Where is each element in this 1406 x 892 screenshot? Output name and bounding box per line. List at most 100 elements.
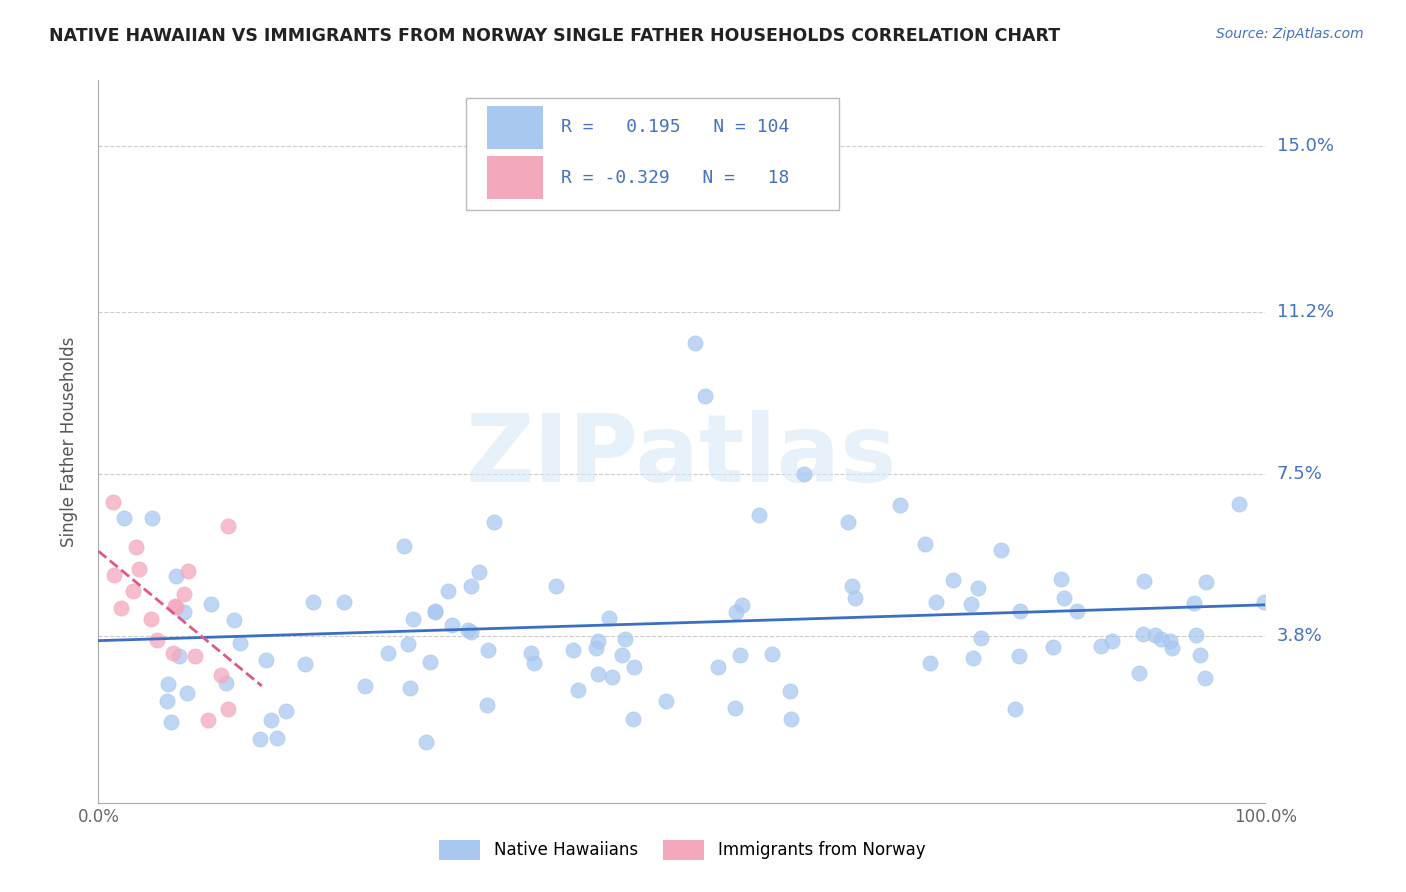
- Point: [1042, 640, 1064, 654]
- Point: [399, 681, 422, 695]
- Point: [585, 640, 607, 655]
- Point: [482, 515, 505, 529]
- Point: [146, 633, 169, 648]
- Point: [1133, 574, 1156, 588]
- Point: [165, 599, 187, 614]
- Point: [217, 519, 239, 533]
- Point: [249, 732, 271, 747]
- Point: [1194, 671, 1216, 685]
- Text: 15.0%: 15.0%: [1277, 137, 1333, 155]
- Point: [1149, 632, 1171, 647]
- Point: [156, 676, 179, 690]
- Point: [1184, 596, 1206, 610]
- Point: [110, 601, 132, 615]
- Text: ZIPatlas: ZIPatlas: [467, 410, 897, 502]
- Point: [725, 605, 748, 619]
- Point: [477, 643, 499, 657]
- Point: [156, 694, 179, 708]
- Point: [441, 618, 464, 632]
- Point: [165, 599, 187, 614]
- Point: [990, 542, 1012, 557]
- Text: Source: ZipAtlas.com: Source: ZipAtlas.com: [1216, 27, 1364, 41]
- Point: [598, 611, 620, 625]
- Point: [942, 573, 965, 587]
- Point: [162, 646, 184, 660]
- FancyBboxPatch shape: [465, 98, 839, 211]
- Point: [460, 624, 482, 639]
- Point: [1143, 628, 1166, 642]
- Point: [377, 646, 399, 660]
- Point: [655, 693, 678, 707]
- Point: [724, 701, 747, 715]
- Point: [623, 660, 645, 674]
- Point: [122, 583, 145, 598]
- Text: 3.8%: 3.8%: [1277, 627, 1322, 646]
- Point: [468, 565, 491, 579]
- Point: [586, 666, 609, 681]
- Point: [200, 597, 222, 611]
- Point: [1161, 641, 1184, 656]
- Point: [544, 579, 567, 593]
- Point: [141, 511, 163, 525]
- Point: [1132, 627, 1154, 641]
- Point: [141, 612, 163, 626]
- Point: [215, 676, 238, 690]
- Point: [1008, 649, 1031, 664]
- Point: [779, 684, 801, 698]
- Point: [457, 624, 479, 638]
- Point: [294, 657, 316, 672]
- Point: [177, 564, 200, 578]
- Point: [520, 646, 543, 660]
- Point: [914, 536, 936, 550]
- Point: [1010, 604, 1032, 618]
- Point: [254, 653, 277, 667]
- Point: [394, 539, 416, 553]
- Point: [1159, 633, 1181, 648]
- Point: [266, 731, 288, 745]
- Point: [693, 388, 716, 402]
- Point: [260, 713, 283, 727]
- Point: [173, 587, 195, 601]
- Point: [731, 599, 754, 613]
- Point: [125, 541, 148, 555]
- Point: [402, 612, 425, 626]
- Point: [728, 648, 751, 662]
- FancyBboxPatch shape: [486, 105, 543, 149]
- Point: [748, 508, 770, 522]
- Point: [173, 605, 195, 619]
- Point: [302, 594, 325, 608]
- Text: 11.2%: 11.2%: [1277, 303, 1334, 321]
- FancyBboxPatch shape: [486, 156, 543, 200]
- Point: [217, 702, 239, 716]
- Point: [837, 516, 859, 530]
- Point: [1090, 639, 1112, 653]
- Point: [962, 650, 984, 665]
- Point: [103, 568, 125, 582]
- Point: [967, 581, 990, 595]
- Point: [621, 712, 644, 726]
- Point: [612, 648, 634, 663]
- Point: [588, 633, 610, 648]
- Point: [354, 679, 377, 693]
- Text: 7.5%: 7.5%: [1277, 466, 1323, 483]
- Point: [209, 667, 232, 681]
- Point: [183, 649, 205, 664]
- Point: [841, 579, 863, 593]
- Point: [1253, 595, 1275, 609]
- Point: [415, 735, 437, 749]
- Text: NATIVE HAWAIIAN VS IMMIGRANTS FROM NORWAY SINGLE FATHER HOUSEHOLDS CORRELATION C: NATIVE HAWAIIAN VS IMMIGRANTS FROM NORWA…: [49, 27, 1060, 45]
- Point: [112, 511, 135, 525]
- Legend: Native Hawaiians, Immigrants from Norway: Native Hawaiians, Immigrants from Norway: [432, 833, 932, 867]
- Point: [274, 704, 297, 718]
- Point: [1066, 604, 1088, 618]
- Point: [561, 643, 583, 657]
- Point: [1195, 574, 1218, 589]
- Point: [683, 336, 706, 351]
- Point: [167, 648, 190, 663]
- Point: [396, 637, 419, 651]
- Point: [460, 579, 482, 593]
- Text: R =   0.195   N = 104: R = 0.195 N = 104: [561, 119, 789, 136]
- Point: [160, 714, 183, 729]
- Point: [567, 683, 589, 698]
- Point: [229, 636, 252, 650]
